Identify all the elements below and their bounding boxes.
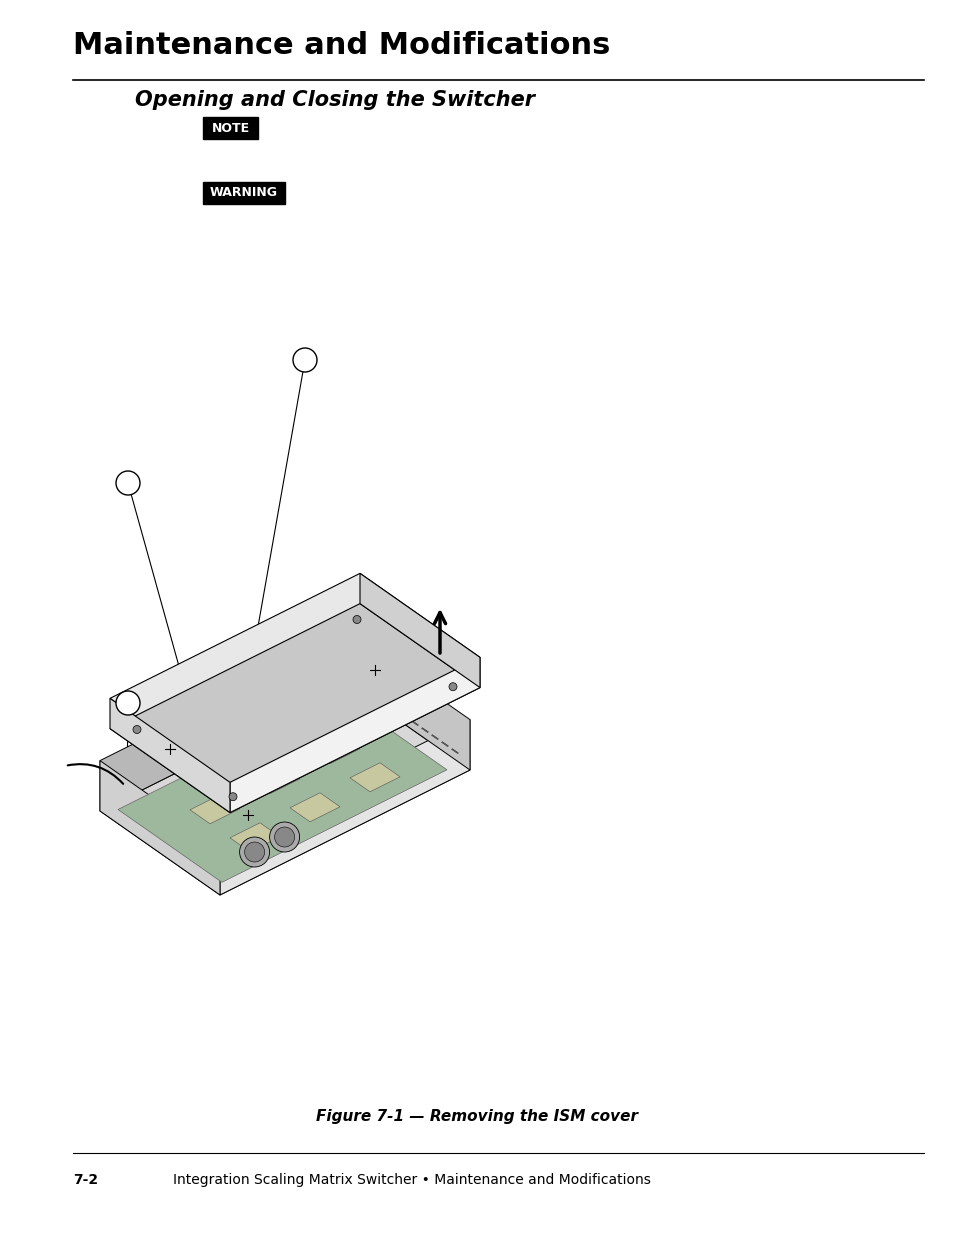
Polygon shape — [290, 793, 339, 821]
Polygon shape — [220, 720, 470, 895]
Polygon shape — [230, 657, 479, 813]
Circle shape — [116, 692, 140, 715]
Polygon shape — [350, 636, 470, 769]
Text: Integration Scaling Matrix Switcher • Maintenance and Modifications: Integration Scaling Matrix Switcher • Ma… — [172, 1173, 650, 1187]
Circle shape — [239, 837, 270, 867]
Polygon shape — [118, 697, 447, 882]
Polygon shape — [100, 636, 350, 811]
Circle shape — [244, 842, 264, 862]
Polygon shape — [421, 727, 428, 732]
Text: 7-2: 7-2 — [73, 1173, 98, 1187]
Text: NOTE: NOTE — [212, 121, 250, 135]
Polygon shape — [110, 698, 230, 813]
Polygon shape — [451, 748, 458, 753]
Circle shape — [274, 827, 294, 847]
Polygon shape — [381, 700, 388, 704]
Text: Maintenance and Modifications: Maintenance and Modifications — [73, 31, 610, 61]
Circle shape — [270, 823, 299, 852]
Polygon shape — [100, 685, 470, 895]
Polygon shape — [110, 573, 479, 782]
Polygon shape — [441, 742, 448, 746]
Circle shape — [353, 615, 360, 624]
Polygon shape — [230, 823, 280, 852]
Text: Figure 7-1 — Removing the ISM cover: Figure 7-1 — Removing the ISM cover — [315, 1109, 638, 1125]
Text: Opening and Closing the Switcher: Opening and Closing the Switcher — [135, 90, 535, 110]
Circle shape — [293, 348, 316, 372]
Polygon shape — [110, 604, 479, 813]
FancyBboxPatch shape — [203, 182, 285, 204]
Polygon shape — [190, 795, 240, 824]
Polygon shape — [391, 706, 398, 711]
Polygon shape — [310, 735, 359, 763]
Polygon shape — [250, 764, 299, 794]
Circle shape — [229, 793, 236, 800]
Polygon shape — [359, 573, 479, 688]
Circle shape — [132, 725, 141, 734]
Circle shape — [449, 683, 456, 690]
FancyBboxPatch shape — [203, 117, 257, 140]
Text: WARNING: WARNING — [210, 186, 277, 200]
Polygon shape — [350, 763, 399, 792]
Polygon shape — [431, 735, 438, 740]
Circle shape — [116, 471, 140, 495]
Polygon shape — [401, 714, 408, 719]
Polygon shape — [411, 721, 418, 725]
Polygon shape — [100, 761, 220, 895]
